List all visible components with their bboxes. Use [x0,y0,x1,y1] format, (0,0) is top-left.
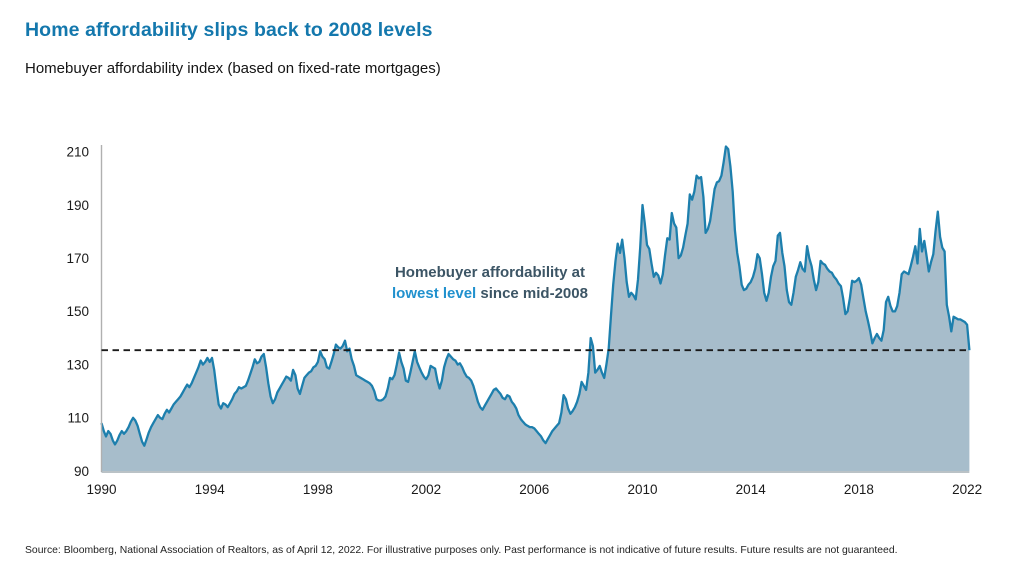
source-disclaimer: Source: Bloomberg, National Association … [25,545,898,556]
chart-annotation: Homebuyer affordability at lowest level … [348,262,632,304]
chart-subtitle: Homebuyer affordability index (based on … [25,60,441,77]
y-tick-label: 110 [67,411,89,426]
annotation-rest: since mid-2008 [476,285,588,302]
y-tick-label: 90 [74,464,89,479]
annotation-line1: Homebuyer affordability at [394,264,586,281]
y-tick-label: 130 [66,357,89,372]
x-tick-label: 2014 [736,482,767,497]
index-line [100,145,971,447]
x-axis-tick-labels: 1990 1994 1998 2002 2006 2010 2014 2018 2022 [86,482,982,497]
x-tick-label: 2006 [519,482,549,497]
page-title: Home affordability slips back to 2008 le… [25,19,433,41]
y-tick-label: 150 [66,304,89,319]
x-tick-label: 2018 [844,482,874,497]
y-tick-label: 190 [66,198,89,213]
x-tick-label: 2010 [627,482,657,497]
area-fill [101,146,970,471]
x-tick-label: 1998 [303,482,333,497]
y-tick-label: 210 [66,145,89,160]
x-tick-label: 2022 [952,482,982,497]
y-axis-tick-labels: 90 110 130 150 170 190 210 [66,145,89,479]
x-tick-label: 1990 [86,482,116,497]
x-tick-label: 2002 [411,482,441,497]
y-tick-label: 170 [66,251,89,266]
x-tick-label: 1994 [195,482,226,497]
annotation-highlight: lowest level [392,285,477,302]
